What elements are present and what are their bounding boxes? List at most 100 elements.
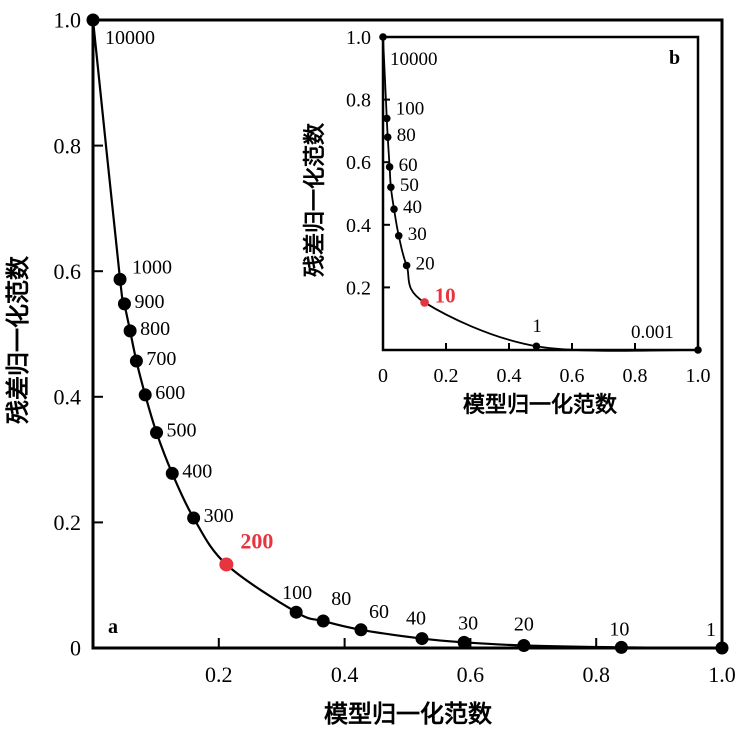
data-point xyxy=(289,605,303,619)
point-label: 500 xyxy=(167,420,197,442)
data-point xyxy=(117,297,131,311)
y-tick-label: 0.8 xyxy=(346,90,371,112)
data-point xyxy=(517,638,531,652)
data-point xyxy=(187,511,201,525)
data-point xyxy=(219,557,234,572)
point-label: 50 xyxy=(400,175,419,196)
data-point xyxy=(614,640,628,654)
panel-a-x-axis-label: 模型归一化范数 xyxy=(324,700,493,728)
point-label: 300 xyxy=(204,505,234,527)
data-point xyxy=(379,33,387,41)
point-label: 1000 xyxy=(132,256,172,278)
point-label: 1 xyxy=(706,619,716,641)
data-point xyxy=(394,231,403,240)
point-label: 20 xyxy=(416,253,435,274)
panel-a: 0.2 0.4 0.6 0.8 1.0 00.20.40.60.81.0 1000010… xyxy=(4,8,736,728)
point-label: 400 xyxy=(182,460,212,482)
data-point xyxy=(532,342,541,351)
data-point xyxy=(138,388,152,402)
panel-b-x-ticks: 0 0.2 0.4 0.6 0.8 1.0 xyxy=(378,343,711,387)
panel-b-y-ticks: 0.2 0.4 0.6 0.8 1.0 xyxy=(346,27,390,351)
x-tick-label: 0.4 xyxy=(497,365,522,387)
point-label: 80 xyxy=(397,125,416,146)
y-tick-label: 1.0 xyxy=(54,8,82,33)
x-tick-label: 0.6 xyxy=(560,365,585,387)
x-tick-label: 0 xyxy=(378,365,388,387)
panel-a-x-ticks: 0.2 0.4 0.6 0.8 1.0 xyxy=(92,638,736,687)
panel-b: 0 0.2 0.4 0.6 0.8 1.0 0.20.40.60.81.0 1000010… xyxy=(302,27,711,417)
point-label: 60 xyxy=(369,601,389,623)
panel-b-y-axis-label: 残差归一化范数 xyxy=(302,122,327,277)
panel-a-points xyxy=(86,13,729,655)
point-label: 100 xyxy=(396,98,425,119)
x-tick-label: 1.0 xyxy=(708,662,736,687)
data-point xyxy=(316,614,330,628)
data-point xyxy=(415,632,429,646)
y-tick-label: 0.8 xyxy=(54,133,82,158)
point-label: 700 xyxy=(146,348,176,370)
point-label: 40 xyxy=(403,197,422,218)
x-tick-label: 0.8 xyxy=(623,365,648,387)
panel-b-curve xyxy=(382,36,699,352)
data-point xyxy=(715,641,729,655)
data-point xyxy=(457,635,471,649)
y-tick-label: 0.2 xyxy=(54,510,82,535)
x-tick-label: 0.6 xyxy=(457,662,485,687)
x-tick-label: 0.4 xyxy=(331,662,359,687)
panel-a-letter: a xyxy=(108,616,118,638)
data-point xyxy=(113,272,127,286)
data-point xyxy=(387,183,395,192)
point-label: 10 xyxy=(435,283,456,307)
x-tick-label: 1.0 xyxy=(686,365,711,387)
data-point xyxy=(383,133,392,141)
panel-a-frame xyxy=(91,18,724,650)
panel-b-letter: b xyxy=(669,47,680,69)
point-label: 30 xyxy=(408,224,427,245)
point-label: 0.001 xyxy=(631,322,674,343)
panel-b-x-axis-label: 模型归一化范数 xyxy=(463,392,618,417)
y-tick-label: 0.6 xyxy=(54,259,82,284)
data-point xyxy=(694,346,702,354)
y-tick-label: 0.6 xyxy=(346,152,371,174)
y-tick-label: 0.4 xyxy=(346,215,371,237)
y-tick-label: 0.4 xyxy=(54,385,82,410)
panel-b-points xyxy=(379,33,702,354)
point-label: 40 xyxy=(406,608,426,630)
x-tick-label: 0.2 xyxy=(434,365,459,387)
point-label: 60 xyxy=(399,155,418,176)
data-point xyxy=(420,298,429,307)
x-tick-label: 0.8 xyxy=(582,662,610,687)
point-label: 10000 xyxy=(390,49,438,70)
x-tick-label: 0.2 xyxy=(205,662,233,687)
y-tick-label: 0.2 xyxy=(346,277,371,299)
point-label: 10000 xyxy=(105,27,155,49)
point-label: 80 xyxy=(331,588,351,610)
point-label: 10 xyxy=(609,618,629,640)
point-label: 20 xyxy=(514,613,534,635)
point-label: 200 xyxy=(240,528,273,553)
data-point xyxy=(390,205,398,213)
data-point xyxy=(354,623,368,637)
data-point xyxy=(86,13,100,27)
y-tick-label: 1.0 xyxy=(346,27,371,49)
point-label: 100 xyxy=(282,582,312,604)
data-point xyxy=(129,354,143,368)
panel-b-frame xyxy=(381,35,700,352)
data-point xyxy=(150,426,164,440)
data-point xyxy=(165,466,179,480)
panel-a-y-ticks: 0 0.2 0.4 0.6 0.8 1.0 xyxy=(54,8,103,661)
data-point xyxy=(402,261,411,270)
panel-a-y-axis-label: 残差归一化范数 xyxy=(4,255,32,424)
data-point xyxy=(382,114,391,123)
y-tick-label: 0 xyxy=(70,636,81,661)
data-point xyxy=(385,163,394,171)
point-label: 1 xyxy=(532,316,542,337)
point-label: 30 xyxy=(458,612,478,634)
data-point xyxy=(123,324,137,338)
panel-b-background xyxy=(383,37,698,350)
point-label: 900 xyxy=(134,291,164,313)
point-label: 800 xyxy=(140,318,170,340)
